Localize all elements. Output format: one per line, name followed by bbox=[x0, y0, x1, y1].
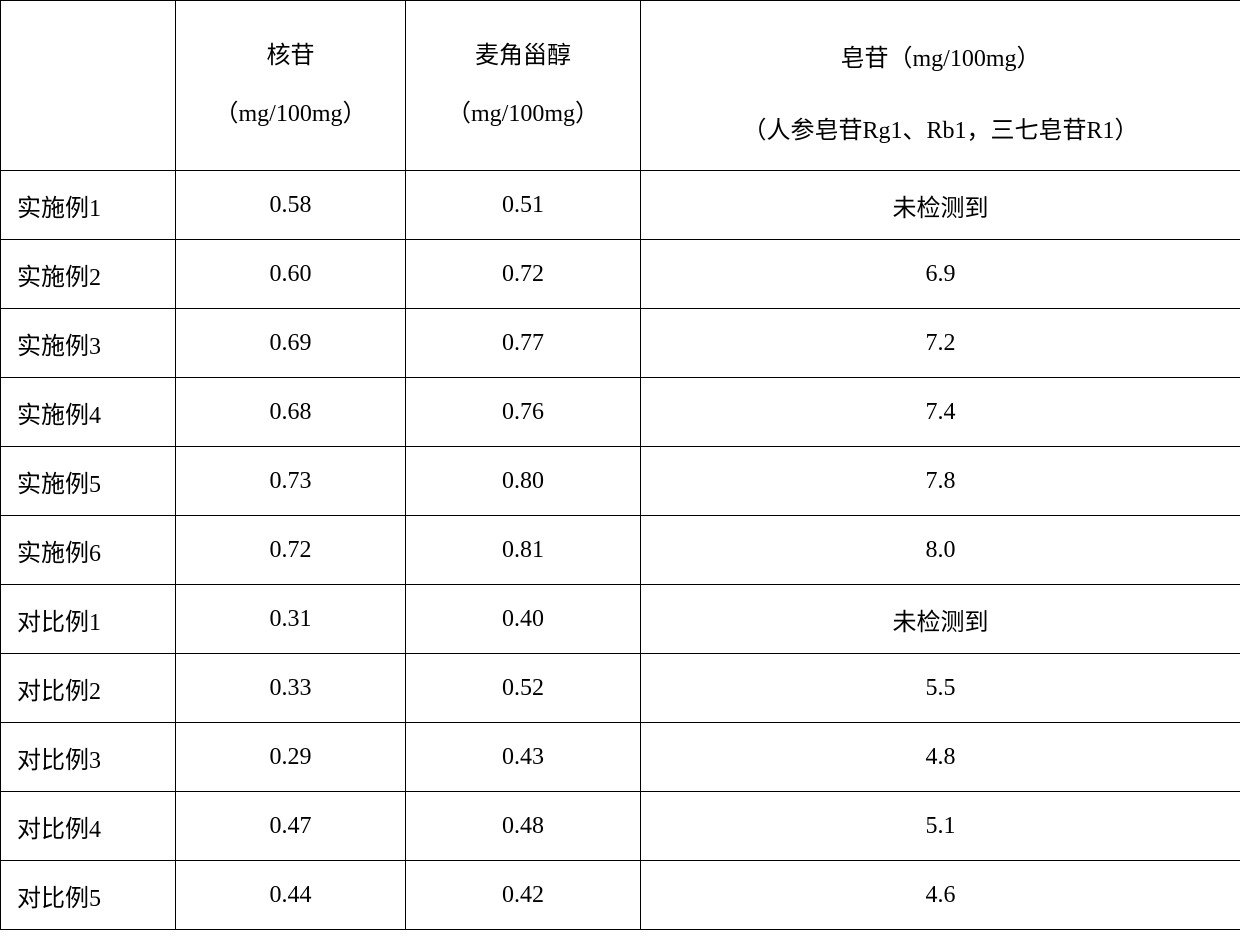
table-row: 实施例3 0.69 0.77 7.2 bbox=[1, 309, 1240, 378]
row-label: 实施例2 bbox=[1, 240, 176, 309]
data-cell: 0.51 bbox=[406, 171, 641, 240]
row-label: 对比例5 bbox=[1, 861, 176, 930]
data-cell: 7.4 bbox=[641, 378, 1240, 447]
table-row: 实施例1 0.58 0.51 未检测到 bbox=[1, 171, 1240, 240]
data-cell: 0.60 bbox=[176, 240, 406, 309]
data-cell: 7.2 bbox=[641, 309, 1240, 378]
row-label: 实施例3 bbox=[1, 309, 176, 378]
data-cell: 0.58 bbox=[176, 171, 406, 240]
header-line1: 皂苷（mg/100mg） bbox=[641, 31, 1240, 89]
table-row: 对比例4 0.47 0.48 5.1 bbox=[1, 792, 1240, 861]
data-table: 核苷 （mg/100mg） 麦角甾醇 （mg/100mg） 皂苷（mg/100m… bbox=[0, 0, 1240, 930]
data-cell: 0.72 bbox=[176, 516, 406, 585]
row-label: 实施例6 bbox=[1, 516, 176, 585]
header-line2: （人参皂苷Rg1、Rb1，三七皂苷R1） bbox=[641, 103, 1240, 161]
data-cell: 未检测到 bbox=[641, 171, 1240, 240]
table-row: 对比例5 0.44 0.42 4.6 bbox=[1, 861, 1240, 930]
row-label: 实施例1 bbox=[1, 171, 176, 240]
data-cell: 0.73 bbox=[176, 447, 406, 516]
table-row: 对比例1 0.31 0.40 未检测到 bbox=[1, 585, 1240, 654]
data-cell: 0.29 bbox=[176, 723, 406, 792]
header-line1: 核苷 bbox=[267, 43, 315, 69]
row-label: 对比例2 bbox=[1, 654, 176, 723]
data-cell: 0.68 bbox=[176, 378, 406, 447]
header-empty bbox=[1, 1, 176, 171]
data-cell: 0.76 bbox=[406, 378, 641, 447]
row-label: 对比例3 bbox=[1, 723, 176, 792]
data-cell: 5.5 bbox=[641, 654, 1240, 723]
table-row: 实施例2 0.60 0.72 6.9 bbox=[1, 240, 1240, 309]
header-nucleoside: 核苷 （mg/100mg） bbox=[176, 1, 406, 171]
row-label: 实施例4 bbox=[1, 378, 176, 447]
header-line2: （mg/100mg） bbox=[447, 101, 599, 127]
data-cell: 0.52 bbox=[406, 654, 641, 723]
data-cell: 4.8 bbox=[641, 723, 1240, 792]
data-cell: 未检测到 bbox=[641, 585, 1240, 654]
row-label: 对比例1 bbox=[1, 585, 176, 654]
data-cell: 5.1 bbox=[641, 792, 1240, 861]
data-cell: 4.6 bbox=[641, 861, 1240, 930]
data-cell: 0.72 bbox=[406, 240, 641, 309]
header-row: 核苷 （mg/100mg） 麦角甾醇 （mg/100mg） 皂苷（mg/100m… bbox=[1, 1, 1240, 171]
header-saponin: 皂苷（mg/100mg） （人参皂苷Rg1、Rb1，三七皂苷R1） bbox=[641, 1, 1240, 171]
data-cell: 0.47 bbox=[176, 792, 406, 861]
table-row: 对比例2 0.33 0.52 5.5 bbox=[1, 654, 1240, 723]
data-cell: 0.69 bbox=[176, 309, 406, 378]
data-cell: 0.48 bbox=[406, 792, 641, 861]
table-row: 实施例6 0.72 0.81 8.0 bbox=[1, 516, 1240, 585]
data-cell: 6.9 bbox=[641, 240, 1240, 309]
data-cell: 7.8 bbox=[641, 447, 1240, 516]
table-row: 实施例5 0.73 0.80 7.8 bbox=[1, 447, 1240, 516]
data-cell: 0.33 bbox=[176, 654, 406, 723]
data-cell: 0.42 bbox=[406, 861, 641, 930]
data-cell: 0.31 bbox=[176, 585, 406, 654]
data-cell: 0.44 bbox=[176, 861, 406, 930]
data-cell: 0.81 bbox=[406, 516, 641, 585]
data-cell: 0.77 bbox=[406, 309, 641, 378]
row-label: 对比例4 bbox=[1, 792, 176, 861]
data-cell: 0.40 bbox=[406, 585, 641, 654]
data-cell: 0.80 bbox=[406, 447, 641, 516]
header-line2: （mg/100mg） bbox=[214, 101, 366, 127]
data-cell: 8.0 bbox=[641, 516, 1240, 585]
header-ergosterol: 麦角甾醇 （mg/100mg） bbox=[406, 1, 641, 171]
data-cell: 0.43 bbox=[406, 723, 641, 792]
table-row: 实施例4 0.68 0.76 7.4 bbox=[1, 378, 1240, 447]
table-row: 对比例3 0.29 0.43 4.8 bbox=[1, 723, 1240, 792]
header-line1: 麦角甾醇 bbox=[475, 43, 571, 69]
row-label: 实施例5 bbox=[1, 447, 176, 516]
